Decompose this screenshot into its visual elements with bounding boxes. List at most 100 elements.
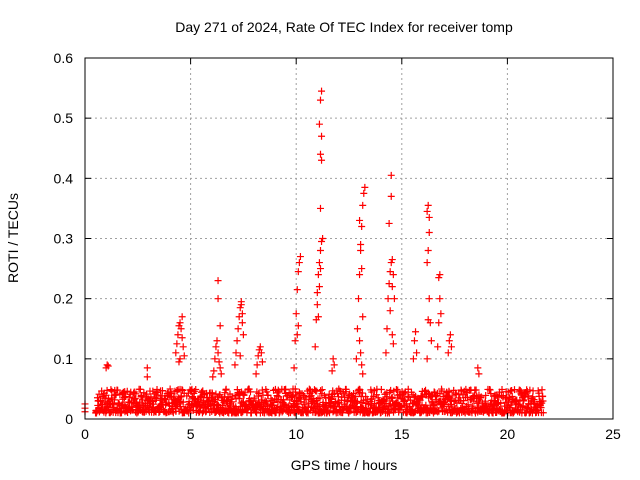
data-point bbox=[294, 268, 302, 276]
data-point bbox=[436, 271, 444, 279]
data-point bbox=[398, 402, 406, 410]
data-point bbox=[210, 367, 218, 375]
data-point bbox=[311, 343, 319, 351]
data-point bbox=[235, 313, 243, 321]
tick-labels: 0 5 10 15 20 25 0 0.1 0.2 0.3 0.4 0.5 0.6 bbox=[54, 50, 621, 442]
data-point bbox=[387, 171, 395, 179]
data-point bbox=[175, 358, 183, 366]
data-point bbox=[477, 394, 485, 402]
data-point bbox=[104, 362, 112, 370]
data-point bbox=[360, 189, 368, 197]
data-point bbox=[326, 409, 334, 417]
data-point bbox=[234, 325, 242, 333]
data-point bbox=[342, 385, 350, 393]
data-point bbox=[318, 156, 326, 164]
data-point bbox=[384, 295, 392, 303]
data-point bbox=[539, 409, 547, 417]
data-point bbox=[318, 238, 326, 246]
data-point bbox=[197, 403, 205, 411]
data-point bbox=[103, 361, 111, 369]
data-point bbox=[238, 310, 246, 318]
data-points bbox=[81, 87, 547, 417]
x-axis-title: GPS time / hours bbox=[291, 457, 398, 473]
data-point bbox=[166, 385, 174, 393]
data-point bbox=[315, 283, 323, 291]
data-point bbox=[318, 87, 326, 95]
data-point bbox=[293, 286, 301, 294]
data-point bbox=[385, 219, 393, 227]
data-point bbox=[261, 397, 269, 405]
data-point bbox=[358, 361, 366, 369]
data-point bbox=[447, 343, 455, 351]
data-point bbox=[358, 265, 366, 273]
data-point bbox=[149, 400, 157, 408]
data-point bbox=[430, 388, 438, 396]
data-point bbox=[97, 396, 105, 404]
data-point bbox=[387, 192, 395, 200]
data-point bbox=[409, 355, 417, 363]
data-point bbox=[379, 396, 387, 404]
data-point bbox=[387, 259, 395, 267]
data-point bbox=[214, 277, 222, 285]
data-point bbox=[423, 207, 431, 215]
data-point bbox=[437, 310, 445, 318]
y-tick-label: 0.2 bbox=[54, 291, 74, 307]
data-point bbox=[136, 385, 144, 393]
data-point bbox=[401, 401, 409, 409]
data-point bbox=[387, 386, 395, 394]
data-point bbox=[498, 386, 506, 394]
data-point bbox=[244, 405, 252, 413]
data-point bbox=[295, 394, 303, 402]
data-point bbox=[316, 265, 324, 273]
data-point bbox=[444, 349, 452, 357]
data-point bbox=[418, 392, 426, 400]
data-point bbox=[445, 337, 453, 345]
data-point bbox=[361, 183, 369, 191]
data-point bbox=[328, 367, 336, 375]
data-point bbox=[172, 349, 180, 357]
data-point bbox=[192, 385, 200, 393]
data-point bbox=[316, 394, 324, 402]
axis-ticks bbox=[84, 57, 614, 420]
data-point bbox=[316, 150, 324, 158]
data-point bbox=[253, 361, 261, 369]
data-point bbox=[386, 307, 394, 315]
data-point bbox=[313, 301, 321, 309]
data-point bbox=[216, 364, 224, 372]
data-point bbox=[404, 385, 412, 393]
data-point bbox=[179, 398, 187, 406]
data-point bbox=[316, 204, 324, 212]
data-point bbox=[435, 319, 443, 327]
data-point bbox=[237, 298, 245, 306]
data-point bbox=[153, 385, 161, 393]
data-point bbox=[412, 328, 420, 336]
data-point bbox=[285, 389, 293, 397]
data-point bbox=[497, 399, 505, 407]
data-point bbox=[386, 268, 394, 276]
data-point bbox=[215, 358, 223, 366]
y-tick-label: 0.6 bbox=[54, 50, 74, 66]
data-point bbox=[274, 386, 282, 394]
y-tick-label: 0 bbox=[65, 411, 73, 427]
data-point bbox=[254, 352, 262, 360]
data-point bbox=[176, 319, 184, 327]
grid-lines bbox=[85, 58, 613, 419]
data-point bbox=[423, 259, 431, 267]
data-point bbox=[236, 304, 244, 312]
data-point bbox=[508, 392, 516, 400]
data-point bbox=[262, 398, 270, 406]
data-point bbox=[539, 397, 547, 405]
data-point bbox=[427, 337, 435, 345]
data-point bbox=[425, 213, 433, 221]
data-point bbox=[382, 349, 390, 357]
data-point bbox=[179, 343, 187, 351]
data-point bbox=[293, 331, 301, 339]
data-point bbox=[394, 386, 402, 394]
data-point bbox=[316, 96, 324, 104]
data-point bbox=[281, 400, 289, 408]
data-point bbox=[170, 392, 178, 400]
data-point bbox=[176, 355, 184, 363]
data-point bbox=[466, 396, 474, 404]
data-point bbox=[357, 241, 365, 249]
